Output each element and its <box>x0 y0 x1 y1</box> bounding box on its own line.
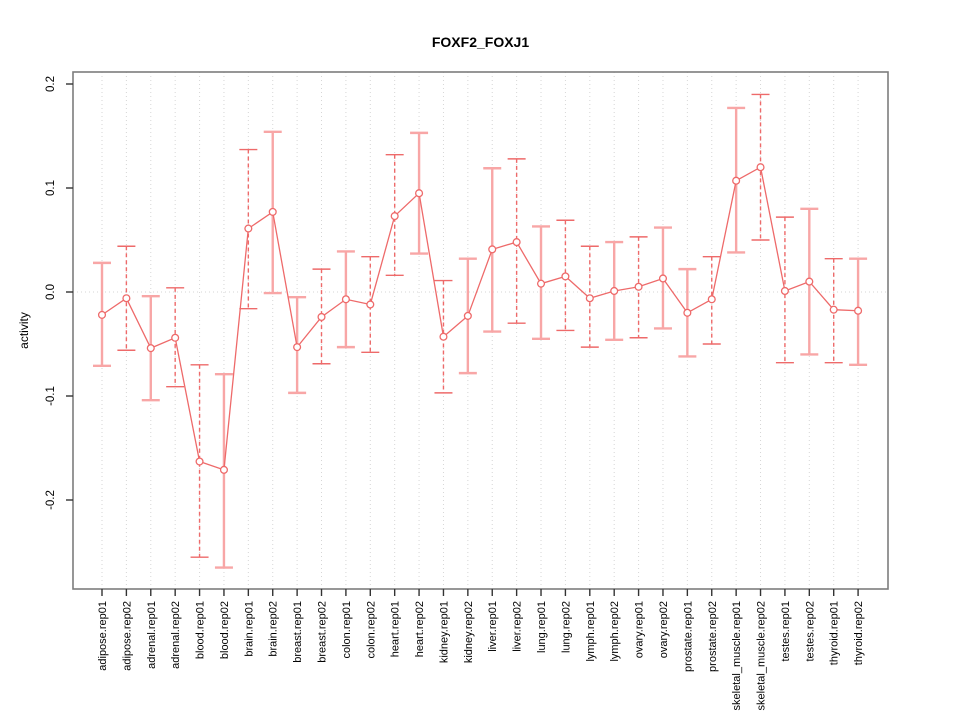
data-point-blood.rep01 <box>195 457 204 466</box>
x-tick-label-brain.rep01: brain.rep01 <box>243 601 255 657</box>
x-tick-label-blood.rep01: blood.rep01 <box>195 601 207 659</box>
x-tick-label-adrenal.rep01: adrenal.rep01 <box>146 601 158 669</box>
x-tick-label-adipose.rep02: adipose.rep02 <box>121 601 133 671</box>
x-tick-label-heart.rep02: heart.rep02 <box>414 601 426 657</box>
plot-border <box>72 71 889 590</box>
data-point-prostate.rep01 <box>683 308 692 317</box>
data-point-heart.rep02 <box>415 189 424 198</box>
data-point-brain.rep01 <box>244 224 253 233</box>
x-tick-label-liver.rep02: liver.rep02 <box>512 601 524 652</box>
x-tick-label-lung.rep02: lung.rep02 <box>560 601 572 653</box>
data-point-kidney.rep02 <box>463 311 472 320</box>
x-tick-label-blood.rep02: blood.rep02 <box>219 601 231 659</box>
x-tick-label-breast.rep02: breast.rep02 <box>317 601 329 663</box>
y-tick-label: 0.0 <box>45 284 57 300</box>
x-tick-label-colon.rep02: colon.rep02 <box>365 601 377 659</box>
data-point-testes.rep02 <box>805 277 814 286</box>
data-point-colon.rep01 <box>341 295 350 304</box>
data-point-blood.rep02 <box>219 465 229 474</box>
x-tick-label-breast.rep01: breast.rep01 <box>292 601 304 663</box>
series-line <box>101 166 859 471</box>
x-tick-label-skeletal_muscle.rep02: skeletal_muscle.rep02 <box>756 601 768 710</box>
x-tick-label-adipose.rep01: adipose.rep01 <box>97 601 109 671</box>
data-point-lymph.rep01 <box>585 294 594 303</box>
data-point-adrenal.rep01 <box>146 344 155 353</box>
y-tick-label: -0.1 <box>45 386 57 406</box>
data-point-breast.rep01 <box>293 343 302 352</box>
data-point-colon.rep02 <box>366 300 375 309</box>
x-tick-label-brain.rep02: brain.rep02 <box>268 601 280 657</box>
x-tick-label-testes.rep02: testes.rep02 <box>804 601 816 662</box>
data-point-breast.rep02 <box>317 312 326 322</box>
data-point-adipose.rep02 <box>122 294 131 303</box>
data-point-liver.rep02 <box>512 238 521 247</box>
x-tick-label-ovary.rep01: ovary.rep01 <box>634 601 646 658</box>
x-tick-label-kidney.rep02: kidney.rep02 <box>463 601 475 663</box>
data-point-testes.rep01 <box>780 286 789 296</box>
x-tick-label-skeletal_muscle.rep01: skeletal_muscle.rep01 <box>731 601 743 710</box>
x-tick-label-lymph.rep01: lymph.rep01 <box>585 601 597 662</box>
chart-title: FOXF2_FOXJ1 <box>432 34 529 50</box>
y-axis-label: activity <box>17 312 31 349</box>
x-tick-label-thyroid.rep01: thyroid.rep01 <box>829 601 841 665</box>
x-tick-label-liver.rep01: liver.rep01 <box>487 601 499 652</box>
y-tick-label: 0.2 <box>45 76 57 92</box>
y-tick-label: 0.1 <box>45 180 57 196</box>
data-point-lymph.rep02 <box>610 286 619 296</box>
data-point-lung.rep02 <box>561 272 570 281</box>
x-tick-label-ovary.rep02: ovary.rep02 <box>658 601 670 658</box>
data-point-thyroid.rep02 <box>854 306 863 315</box>
data-point-ovary.rep01 <box>634 282 643 291</box>
x-tick-label-testes.rep01: testes.rep01 <box>780 601 792 662</box>
data-point-brain.rep02 <box>268 207 277 216</box>
data-point-ovary.rep02 <box>658 274 668 283</box>
x-tick-label-lymph.rep02: lymph.rep02 <box>609 601 621 662</box>
data-point-skeletal_muscle.rep01 <box>732 176 741 185</box>
data-point-lung.rep01 <box>536 279 546 288</box>
x-tick-label-adrenal.rep02: adrenal.rep02 <box>170 601 182 669</box>
data-point-kidney.rep01 <box>439 332 448 341</box>
x-tick-label-thyroid.rep02: thyroid.rep02 <box>853 601 865 665</box>
x-tick-label-lung.rep01: lung.rep01 <box>536 601 548 653</box>
data-point-adipose.rep01 <box>97 310 107 319</box>
x-tick-label-prostate.rep02: prostate.rep02 <box>707 601 719 672</box>
x-tick-label-colon.rep01: colon.rep01 <box>341 601 353 659</box>
x-tick-label-heart.rep01: heart.rep01 <box>390 601 402 657</box>
data-point-skeletal_muscle.rep02 <box>756 163 765 172</box>
data-point-heart.rep01 <box>390 212 399 221</box>
y-tick-label: -0.2 <box>45 490 57 510</box>
data-point-adrenal.rep02 <box>171 333 180 342</box>
data-point-prostate.rep02 <box>707 295 716 304</box>
data-point-thyroid.rep01 <box>829 305 838 314</box>
data-point-liver.rep01 <box>488 245 497 254</box>
x-tick-label-kidney.rep01: kidney.rep01 <box>438 601 450 663</box>
x-tick-label-prostate.rep01: prostate.rep01 <box>682 601 694 672</box>
